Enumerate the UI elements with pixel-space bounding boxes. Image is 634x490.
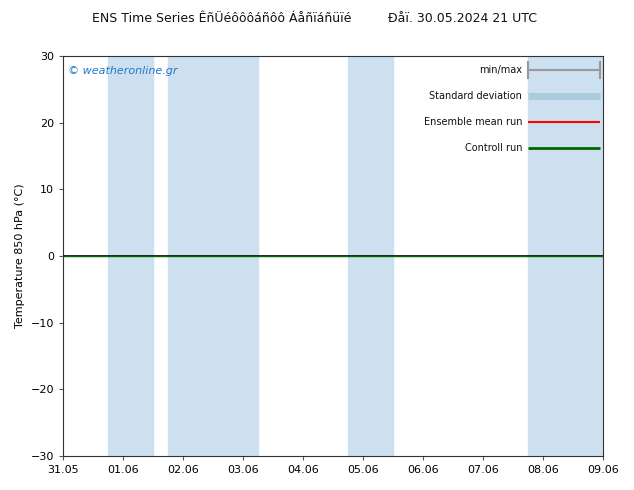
Y-axis label: Temperature 850 hPa (°C): Temperature 850 hPa (°C) xyxy=(15,184,25,328)
Text: ENS Time Series ÊñÜéôôôáñôô Áåñïáñüïé: ENS Time Series ÊñÜéôôôáñôô Áåñïáñüïé xyxy=(92,12,352,25)
Bar xyxy=(108,56,153,456)
Text: min/max: min/max xyxy=(479,65,522,75)
Text: Controll run: Controll run xyxy=(465,143,522,153)
Text: Đåï. 30.05.2024 21 UTC: Đåï. 30.05.2024 21 UTC xyxy=(388,12,538,25)
Bar xyxy=(348,56,393,456)
Bar xyxy=(168,56,258,456)
Bar xyxy=(528,56,633,456)
Text: © weatheronline.gr: © weatheronline.gr xyxy=(68,66,178,76)
Text: Ensemble mean run: Ensemble mean run xyxy=(424,117,522,127)
Text: Standard deviation: Standard deviation xyxy=(429,91,522,101)
